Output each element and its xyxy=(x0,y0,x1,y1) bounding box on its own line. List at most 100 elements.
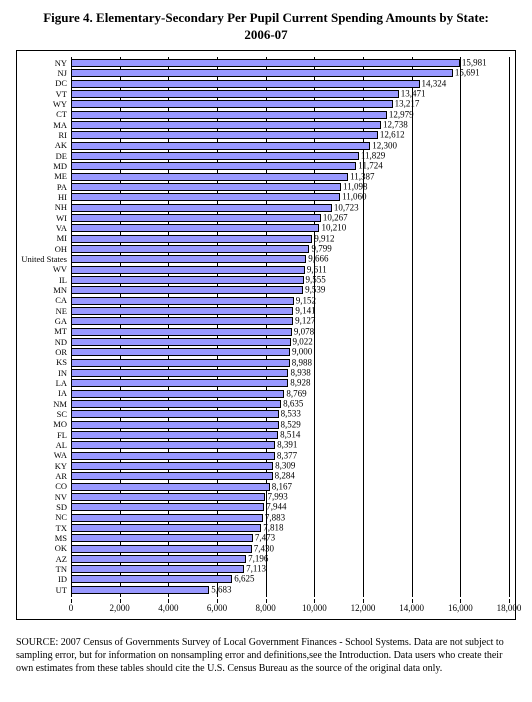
bar-row: 9,912 xyxy=(71,234,509,243)
y-label: IL xyxy=(17,276,69,285)
bar xyxy=(71,307,293,315)
y-label: NH xyxy=(17,203,69,212)
bar-row: 7,473 xyxy=(71,534,509,543)
value-label: 7,196 xyxy=(248,554,268,563)
y-label: CT xyxy=(17,110,69,119)
source-footnote: SOURCE: 2007 Census of Governments Surve… xyxy=(16,636,516,675)
bar xyxy=(71,431,278,439)
bar xyxy=(71,59,460,67)
bar-row: 10,723 xyxy=(71,203,509,212)
x-tick-label: 16,000 xyxy=(448,603,473,613)
bar-row: 12,300 xyxy=(71,141,509,150)
y-label: NE xyxy=(17,307,69,316)
x-tick-label: 18,000 xyxy=(497,603,522,613)
y-label: MN xyxy=(17,286,69,295)
y-label: RI xyxy=(17,131,69,140)
y-label: VT xyxy=(17,90,69,99)
value-label: 6,625 xyxy=(234,575,254,584)
bar-row: 15,691 xyxy=(71,69,509,78)
value-label: 9,127 xyxy=(295,317,315,326)
x-axis: 02,0004,0006,0008,00010,00012,00014,0001… xyxy=(71,599,509,619)
y-label: FL xyxy=(17,431,69,440)
bar-row: 11,829 xyxy=(71,152,509,161)
value-label: 9,799 xyxy=(311,244,331,253)
bar xyxy=(71,162,356,170)
bar-row: 9,666 xyxy=(71,255,509,264)
y-label: WV xyxy=(17,265,69,274)
bar xyxy=(71,400,281,408)
bar-row: 11,098 xyxy=(71,183,509,192)
bar xyxy=(71,503,264,511)
bar-row: 9,141 xyxy=(71,307,509,316)
y-label: MT xyxy=(17,327,69,336)
bar xyxy=(71,100,393,108)
chart-title: Figure 4. Elementary-Secondary Per Pupil… xyxy=(10,10,522,44)
bar-row: 8,377 xyxy=(71,451,509,460)
bar-row: 8,928 xyxy=(71,379,509,388)
y-label: ID xyxy=(17,575,69,584)
bar-row: 9,022 xyxy=(71,338,509,347)
bar-row: 12,979 xyxy=(71,110,509,119)
value-label: 12,612 xyxy=(380,131,405,140)
y-label: KS xyxy=(17,358,69,367)
bars: 15,98115,69114,32413,47113,21712,97912,7… xyxy=(71,57,509,597)
value-label: 9,611 xyxy=(307,265,327,274)
bar-row: 7,113 xyxy=(71,565,509,574)
bar xyxy=(71,235,312,243)
bar xyxy=(71,173,348,181)
value-label: 12,979 xyxy=(389,110,414,119)
y-label: MO xyxy=(17,420,69,429)
bar-row: 7,430 xyxy=(71,544,509,553)
bar xyxy=(71,142,370,150)
y-label: AZ xyxy=(17,555,69,564)
value-label: 5,683 xyxy=(211,585,231,594)
y-label: MA xyxy=(17,121,69,130)
bar-row: 11,724 xyxy=(71,162,509,171)
bar-row: 9,799 xyxy=(71,245,509,254)
bar-row: 8,514 xyxy=(71,431,509,440)
x-tick-label: 6,000 xyxy=(207,603,227,613)
bar xyxy=(71,224,319,232)
bar-row: 8,938 xyxy=(71,369,509,378)
value-label: 11,829 xyxy=(361,152,385,161)
bar-row: 9,000 xyxy=(71,348,509,357)
bar-row: 5,683 xyxy=(71,586,509,595)
bar xyxy=(71,545,252,553)
value-label: 8,514 xyxy=(280,430,300,439)
bar xyxy=(71,348,290,356)
bar xyxy=(71,441,275,449)
bar xyxy=(71,266,305,274)
y-label: AL xyxy=(17,441,69,450)
bar xyxy=(71,359,290,367)
bar-row: 7,993 xyxy=(71,493,509,502)
value-label: 11,387 xyxy=(350,172,374,181)
value-label: 10,723 xyxy=(334,203,359,212)
bar xyxy=(71,328,292,336)
y-label: OR xyxy=(17,348,69,357)
value-label: 9,000 xyxy=(292,348,312,357)
value-label: 8,377 xyxy=(277,451,297,460)
bar xyxy=(71,193,340,201)
bar-row: 7,883 xyxy=(71,513,509,522)
value-label: 7,883 xyxy=(265,513,285,522)
plot-area: 15,98115,69114,32413,47113,21712,97912,7… xyxy=(71,57,509,597)
bar xyxy=(71,555,246,563)
y-label: MS xyxy=(17,534,69,543)
value-label: 11,098 xyxy=(343,183,367,192)
bar xyxy=(71,111,387,119)
x-tick-label: 2,000 xyxy=(110,603,130,613)
bar-row: 12,738 xyxy=(71,121,509,130)
bar-row: 8,988 xyxy=(71,358,509,367)
bar xyxy=(71,297,294,305)
bar xyxy=(71,379,288,387)
x-tick-label: 0 xyxy=(69,603,74,613)
bar-row: 7,944 xyxy=(71,503,509,512)
bar xyxy=(71,152,359,160)
y-label: UT xyxy=(17,586,69,595)
value-label: 7,113 xyxy=(246,565,266,574)
value-label: 8,769 xyxy=(286,389,306,398)
value-label: 15,691 xyxy=(455,69,480,78)
bar-row: 7,818 xyxy=(71,524,509,533)
y-label: OH xyxy=(17,245,69,254)
bar-row: 9,611 xyxy=(71,265,509,274)
